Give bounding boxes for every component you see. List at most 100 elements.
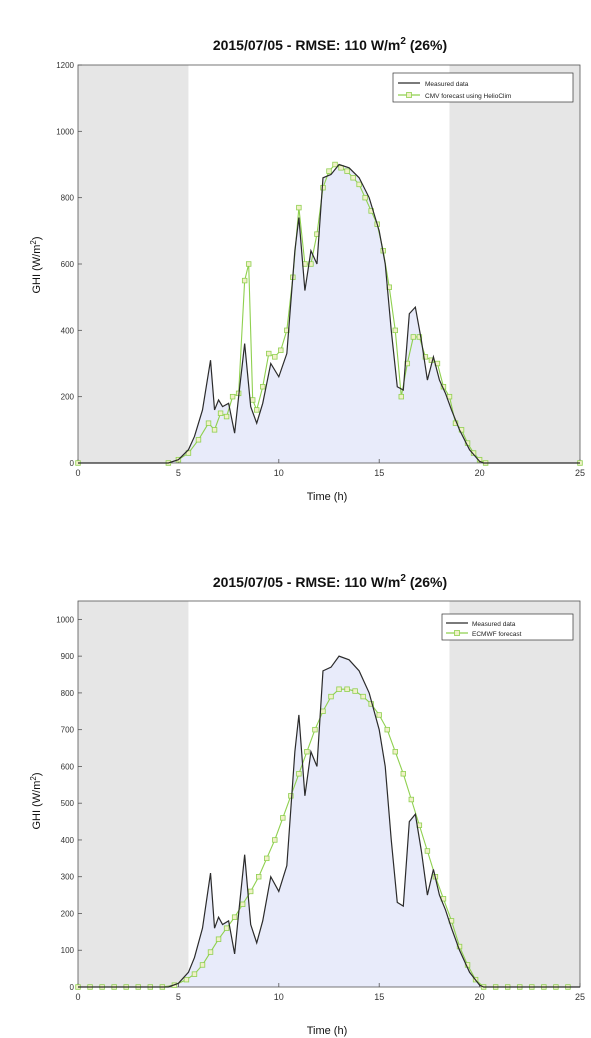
y-tick-label-900: 900 (61, 652, 75, 661)
night-shade-1 (449, 65, 580, 463)
forecast-point (217, 410, 224, 416)
forecast-point (278, 347, 284, 353)
forecast-point (352, 688, 358, 694)
forecast-point (296, 771, 302, 777)
forecast-point (260, 384, 266, 390)
forecast-point (254, 407, 260, 413)
forecast-point (215, 936, 222, 942)
legend-label-forecast: CMV forecast using HelioClim (425, 93, 511, 100)
x-tick-label-5: 5 (176, 992, 181, 1002)
night-shade-0 (78, 65, 189, 463)
forecast-point (336, 686, 342, 692)
x-tick-label-20: 20 (475, 992, 485, 1002)
forecast-point (205, 420, 212, 426)
y-tick-label-500: 500 (61, 799, 75, 808)
forecast-point (410, 334, 417, 340)
forecast-point (392, 327, 398, 334)
legend-label-measured: Measured data (472, 621, 516, 628)
x-tick-label-25: 25 (575, 992, 585, 1002)
legend-box (441, 613, 574, 641)
x-tick-label-5: 5 (176, 468, 181, 478)
forecast-point (422, 354, 429, 360)
y-tick-label-100: 100 (61, 946, 75, 955)
y-tick-label-1000: 1000 (56, 615, 74, 624)
legend: Measured data CMV forecast using HelioCl… (392, 72, 574, 103)
forecast-point (266, 350, 272, 357)
forecast-point (344, 168, 350, 174)
night-shade-1 (449, 601, 580, 987)
forecast-point (245, 261, 252, 267)
plot-area: 0 5 10 15 20 25 0 200 400 600 800 1000 1200 (56, 61, 585, 478)
forecast-point (241, 277, 248, 284)
forecast-point (223, 925, 230, 931)
forecast-point (408, 796, 415, 803)
forecast-point (280, 815, 286, 821)
measured-area-fill (78, 656, 580, 987)
measured-line (78, 655, 580, 988)
y-tick-label-0: 0 (70, 459, 75, 468)
y-tick-label-300: 300 (61, 873, 75, 882)
y-tick-label-1000: 1000 (56, 127, 74, 136)
forecast-point (272, 837, 278, 843)
legend-label-forecast: ECMWF forecast (472, 631, 522, 638)
forecast-point (229, 393, 236, 400)
forecast-point (296, 204, 302, 211)
forecast-point (356, 181, 362, 188)
forecast-point (344, 686, 350, 692)
x-tick-label-25: 25 (575, 468, 585, 478)
forecast-point (360, 693, 366, 700)
forecast-point (470, 450, 477, 456)
forecast-point (400, 771, 406, 777)
y-tick-label-200: 200 (61, 909, 75, 918)
forecast-point (304, 749, 310, 755)
y-tick-label-200: 200 (61, 393, 75, 402)
x-axis-label: Time (h) (307, 491, 348, 503)
measured-area-fill (78, 164, 580, 463)
y-tick-label-400: 400 (61, 326, 75, 335)
forecast-point (256, 874, 262, 880)
measured-line (78, 163, 580, 464)
forecast-point (332, 161, 338, 168)
forecast-point (231, 914, 238, 920)
y-tick-label-0: 0 (70, 983, 75, 992)
y-tick-label-700: 700 (61, 726, 75, 735)
x-tick-label-10: 10 (274, 468, 284, 478)
forecast-point (392, 749, 398, 755)
y-tick-label-800: 800 (61, 689, 75, 698)
forecast-point (288, 793, 294, 799)
y-axis-label: GHI (W/m2) (29, 772, 43, 829)
y-axis-label: GHI (W/m2) (29, 236, 43, 293)
chart-top: 2015/07/05 - RMSE: 110 W/m2 (26%) 0 5 10 15… (29, 36, 585, 503)
forecast-point (207, 949, 214, 955)
forecast-point (326, 168, 332, 174)
forecast-point (247, 888, 254, 895)
x-axis-label: Time (h) (307, 1025, 348, 1037)
forecast-point (398, 393, 404, 400)
forecast-point (350, 175, 356, 181)
forecast-point (264, 855, 270, 862)
forecast-point (239, 901, 246, 907)
forecast-point (312, 726, 318, 733)
forecast-point (320, 708, 326, 714)
axes-frame (77, 600, 581, 988)
y-tick-label-400: 400 (61, 836, 75, 845)
x-tick-label-0: 0 (75, 468, 80, 478)
y-tick-label-600: 600 (61, 762, 75, 771)
x-tick-label-20: 20 (475, 468, 485, 478)
forecast-point (328, 693, 334, 700)
forecast-point (195, 437, 202, 443)
forecast-point (272, 354, 278, 360)
night-shade-0 (78, 601, 189, 987)
x-tick-label-15: 15 (374, 992, 384, 1002)
chart-title: 2015/07/05 - RMSE: 110 W/m2 (26%) (213, 573, 447, 590)
plot-area: 0 5 10 15 20 25 0 100 200 300 400 500 600 700 800 900 10… (56, 600, 585, 1002)
legend-box (392, 72, 574, 103)
x-tick-label-10: 10 (274, 992, 284, 1002)
forecast-point (211, 427, 218, 433)
y-tick-label-800: 800 (61, 194, 75, 203)
forecast-point (183, 976, 190, 983)
chart-bottom: 2015/07/05 - RMSE: 110 W/m2 (26%) 0 5 10 15… (29, 573, 585, 1037)
y-tick-label-1200: 1200 (56, 61, 74, 70)
forecast-point (362, 194, 368, 201)
forecast-point (376, 712, 382, 718)
